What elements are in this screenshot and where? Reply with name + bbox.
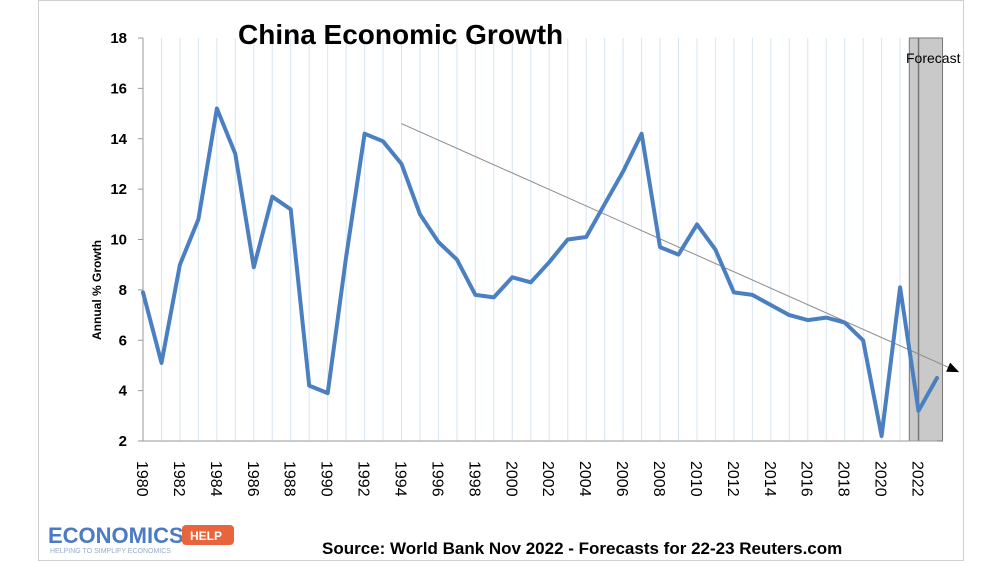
x-tick-label: 2010 bbox=[687, 461, 704, 497]
trendline bbox=[401, 123, 960, 373]
y-tick-label: 16 bbox=[110, 80, 127, 97]
forecast-label: Forecast bbox=[906, 50, 961, 66]
y-tick-labels: 2 4 6 8 10 12 14 16 18 bbox=[110, 30, 143, 450]
x-tick-label: 2022 bbox=[909, 461, 926, 497]
logo-brand: ECONOMICS bbox=[48, 523, 184, 548]
y-tick-label: 2 bbox=[119, 433, 127, 450]
trendline-arrowhead bbox=[946, 362, 960, 373]
x-tick-label: 1992 bbox=[355, 461, 372, 497]
x-tick-label: 2020 bbox=[872, 461, 889, 497]
x-tick-label: 2002 bbox=[539, 461, 556, 497]
chart-title: China Economic Growth bbox=[238, 19, 563, 50]
y-tick-label: 18 bbox=[110, 30, 127, 47]
x-tick-label: 1988 bbox=[281, 461, 298, 497]
series-lines bbox=[141, 106, 939, 438]
trendline-line bbox=[401, 123, 956, 371]
y-tick-label: 8 bbox=[119, 282, 127, 299]
series-line bbox=[141, 106, 939, 438]
x-tick-label: 1986 bbox=[244, 461, 261, 497]
x-tick-label: 2000 bbox=[502, 461, 519, 497]
y-tick-label: 12 bbox=[110, 181, 127, 198]
x-tick-label: 1984 bbox=[207, 461, 224, 497]
x-tick-label: 1990 bbox=[318, 461, 335, 497]
chart-frame bbox=[38, 0, 964, 561]
x-tick-label: 2012 bbox=[724, 461, 741, 497]
x-tick-label: 2016 bbox=[798, 461, 815, 497]
y-tick-label: 14 bbox=[110, 131, 127, 148]
y-tick-label: 4 bbox=[119, 383, 128, 400]
x-tick-label: 2014 bbox=[761, 461, 778, 497]
y-axis-label: Annual % Growth bbox=[90, 240, 104, 340]
logo-tagline: HELPING TO SIMPLIFY ECONOMICS bbox=[50, 548, 171, 555]
x-tick-label: 1994 bbox=[392, 461, 409, 497]
x-tick-labels: 1980 1982 1984 1986 1988 1990 1992 1994 1996 1998… bbox=[133, 461, 926, 497]
x-tick-label: 2006 bbox=[613, 461, 630, 497]
logo-badge-text: HELP bbox=[190, 529, 222, 543]
x-tick-label: 2018 bbox=[835, 461, 852, 497]
x-tick-label: 2008 bbox=[650, 461, 667, 497]
x-tick-label: 2004 bbox=[576, 461, 593, 497]
logo-badge bbox=[182, 525, 234, 545]
x-tick-label: 1982 bbox=[170, 461, 187, 497]
y-tick-label: 6 bbox=[119, 332, 127, 349]
source-note: Source: World Bank Nov 2022 - Forecasts … bbox=[322, 539, 842, 558]
x-tick-label: 1980 bbox=[133, 461, 150, 497]
economics-help-logo: ECONOMICS HELP HELPING TO SIMPLIFY ECONO… bbox=[48, 523, 234, 555]
x-tick-label: 1998 bbox=[465, 461, 482, 497]
y-tick-label: 10 bbox=[110, 232, 127, 249]
x-tick-label: 1996 bbox=[428, 461, 445, 497]
